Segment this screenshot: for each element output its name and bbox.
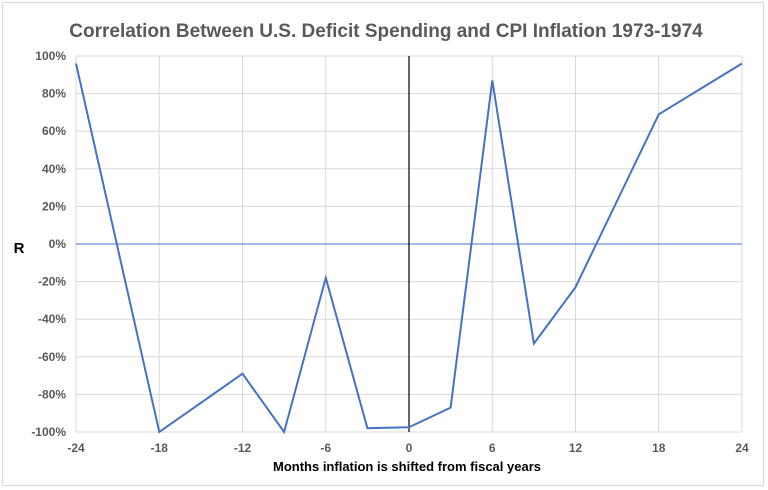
x-tick-labels: -24 -18 -12 -6 0 6 12 18 24 [67,441,749,455]
x-tick-label: -24 [67,441,85,455]
y-tick-label: 100% [35,49,66,63]
x-tick-label: -18 [151,441,169,455]
x-tick-label: 6 [489,441,496,455]
series-layer [75,62,743,435]
x-axis-label: Months inflation is shifted from fiscal … [273,459,541,474]
y-tick-label: 0% [49,237,67,251]
x-tick-label: 12 [569,441,583,455]
chart-title: Correlation Between U.S. Deficit Spendin… [69,21,703,42]
x-tick-label: -6 [320,441,331,455]
y-tick-label: 60% [42,124,66,138]
x-tick-label: 0 [406,441,413,455]
y-tick-label: 80% [42,87,66,101]
series-line [75,62,743,435]
x-tick-label: -12 [234,441,252,455]
y-tick-label: -80% [38,387,66,401]
y-axis-label: R [14,240,25,257]
y-tick-label: -40% [38,312,66,326]
reference-lines [76,56,742,432]
y-tick-label: 40% [42,162,66,176]
x-tick-label: 24 [735,441,749,455]
y-tick-label: -60% [38,350,66,364]
y-tick-label: 20% [42,199,66,213]
y-tick-label: -20% [38,275,66,289]
y-tick-labels: 100% 80% 60% 40% 20% 0% -20% -40% -60% -80% -100% [31,49,66,439]
y-tick-label: -100% [31,425,66,439]
x-tick-label: 18 [652,441,666,455]
chart-svg: Correlation Between U.S. Deficit Spendin… [14,21,749,474]
